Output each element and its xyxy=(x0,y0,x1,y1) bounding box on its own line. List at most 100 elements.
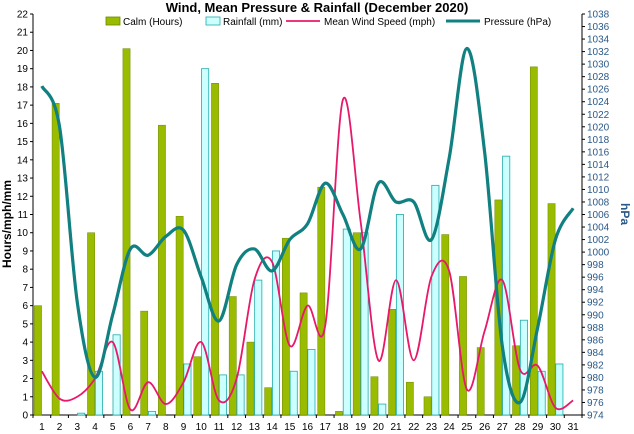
wind-speed-path xyxy=(41,96,574,412)
calm-bar xyxy=(352,232,361,416)
x-tick-label: 26 xyxy=(479,422,491,433)
calm-bar xyxy=(335,411,343,416)
x-tick-label: 4 xyxy=(92,422,98,433)
legend-label: Rainfall (mm) xyxy=(223,17,282,28)
left-axis-label: Hours/mph/mm xyxy=(0,180,14,268)
x-tick-label: 19 xyxy=(355,422,367,433)
x-tick-label: 22 xyxy=(408,422,420,433)
right-tick-label: 1000 xyxy=(587,248,610,259)
rainfall-bar xyxy=(148,410,157,416)
calm-bar xyxy=(51,103,60,416)
x-tick-label: 9 xyxy=(181,422,187,433)
rainfall-bar xyxy=(183,363,192,416)
legend-swatch xyxy=(105,16,121,26)
calm-bar xyxy=(547,203,556,416)
rainfall-bar xyxy=(289,370,298,416)
legend-item: Pressure (hPa) xyxy=(446,17,551,28)
calm-bar xyxy=(388,309,396,416)
left-tick-label: 18 xyxy=(17,82,29,93)
right-tick-label: 1020 xyxy=(587,122,610,133)
left-tick-label: 12 xyxy=(17,192,29,203)
left-tick-label: 2 xyxy=(22,374,28,385)
x-tick-label: 28 xyxy=(514,422,526,433)
calm-bar xyxy=(34,305,42,416)
x-tick-label: 16 xyxy=(302,422,314,433)
x-tick-label: 10 xyxy=(196,422,208,433)
left-tick-label: 19 xyxy=(17,64,29,75)
rainfall-bar xyxy=(431,184,440,416)
right-tick-label: 1022 xyxy=(587,110,610,121)
rainfall-bar xyxy=(378,403,387,416)
calm-bar xyxy=(370,376,379,416)
calm-bar xyxy=(512,345,520,416)
x-tick-label: 11 xyxy=(214,422,225,433)
axes: 0123456789101112131415161718192021229749… xyxy=(17,10,610,434)
x-tick-label: 3 xyxy=(74,422,80,433)
right-tick-label: 978 xyxy=(587,385,604,396)
left-tick-label: 22 xyxy=(17,10,29,21)
x-tick-label: 15 xyxy=(284,422,296,433)
left-tick-label: 1 xyxy=(22,392,28,403)
right-tick-label: 980 xyxy=(587,373,604,384)
legend-item: Rainfall (mm) xyxy=(205,16,282,28)
right-tick-label: 976 xyxy=(587,398,604,409)
rainfall-bar xyxy=(342,228,351,416)
calm-bar xyxy=(264,387,273,416)
right-tick-label: 1032 xyxy=(587,47,610,58)
rainfall-bar xyxy=(112,334,121,416)
right-tick-label: 1024 xyxy=(587,97,610,108)
legend-item: Mean Wind Speed (mph) xyxy=(286,17,435,28)
calm-bar xyxy=(193,356,202,416)
left-tick-label: 9 xyxy=(22,246,28,257)
left-tick-label: 14 xyxy=(17,155,29,166)
x-tick-label: 29 xyxy=(532,422,544,433)
right-tick-label: 1030 xyxy=(587,60,610,71)
left-tick-label: 8 xyxy=(22,265,28,276)
calm-bar xyxy=(211,83,219,416)
x-tick-label: 1 xyxy=(39,422,45,433)
rainfall-bar xyxy=(218,374,227,416)
pressure-path xyxy=(40,46,575,405)
right-tick-label: 990 xyxy=(587,310,604,321)
x-tick-label: 14 xyxy=(267,422,279,433)
calm-bar xyxy=(529,66,538,416)
right-tick-label: 998 xyxy=(587,260,604,271)
left-tick-label: 15 xyxy=(17,137,29,148)
right-axis-label: hPa xyxy=(618,203,632,225)
legend: Calm (Hours) Rainfall (mm) Mean Wind Speed… xyxy=(105,16,551,28)
right-tick-label: 1018 xyxy=(587,135,610,146)
calm-bar xyxy=(158,124,166,416)
x-tick-label: 25 xyxy=(461,422,473,433)
calm-bar xyxy=(423,396,432,416)
x-tick-label: 12 xyxy=(231,422,243,433)
x-tick-label: 24 xyxy=(444,422,456,433)
left-tick-label: 7 xyxy=(22,283,28,294)
calm-bar xyxy=(441,234,450,416)
left-tick-label: 17 xyxy=(17,101,29,112)
calm-bar xyxy=(459,276,467,416)
rainfall-bar xyxy=(395,214,404,416)
calm-bar xyxy=(122,48,131,416)
rainfall-bar xyxy=(307,348,316,416)
right-tick-label: 1036 xyxy=(587,22,610,33)
right-tick-label: 994 xyxy=(587,285,604,296)
left-tick-label: 21 xyxy=(17,28,29,39)
left-tick-label: 10 xyxy=(17,228,29,239)
left-tick-label: 20 xyxy=(17,46,29,57)
calm-bar xyxy=(87,232,95,416)
left-tick-label: 16 xyxy=(17,119,29,130)
x-tick-label: 6 xyxy=(128,422,134,433)
x-tick-label: 13 xyxy=(249,422,261,433)
right-tick-label: 1028 xyxy=(587,72,610,83)
right-tick-label: 1012 xyxy=(587,172,610,183)
x-tick-label: 5 xyxy=(110,422,116,433)
x-tick-label: 7 xyxy=(145,422,151,433)
left-tick-label: 4 xyxy=(22,338,28,349)
x-tick-label: 8 xyxy=(163,422,169,433)
rainfall-bar xyxy=(502,155,511,416)
right-tick-label: 996 xyxy=(587,273,604,284)
calm-bar xyxy=(246,341,255,416)
right-tick-label: 1010 xyxy=(587,185,610,196)
